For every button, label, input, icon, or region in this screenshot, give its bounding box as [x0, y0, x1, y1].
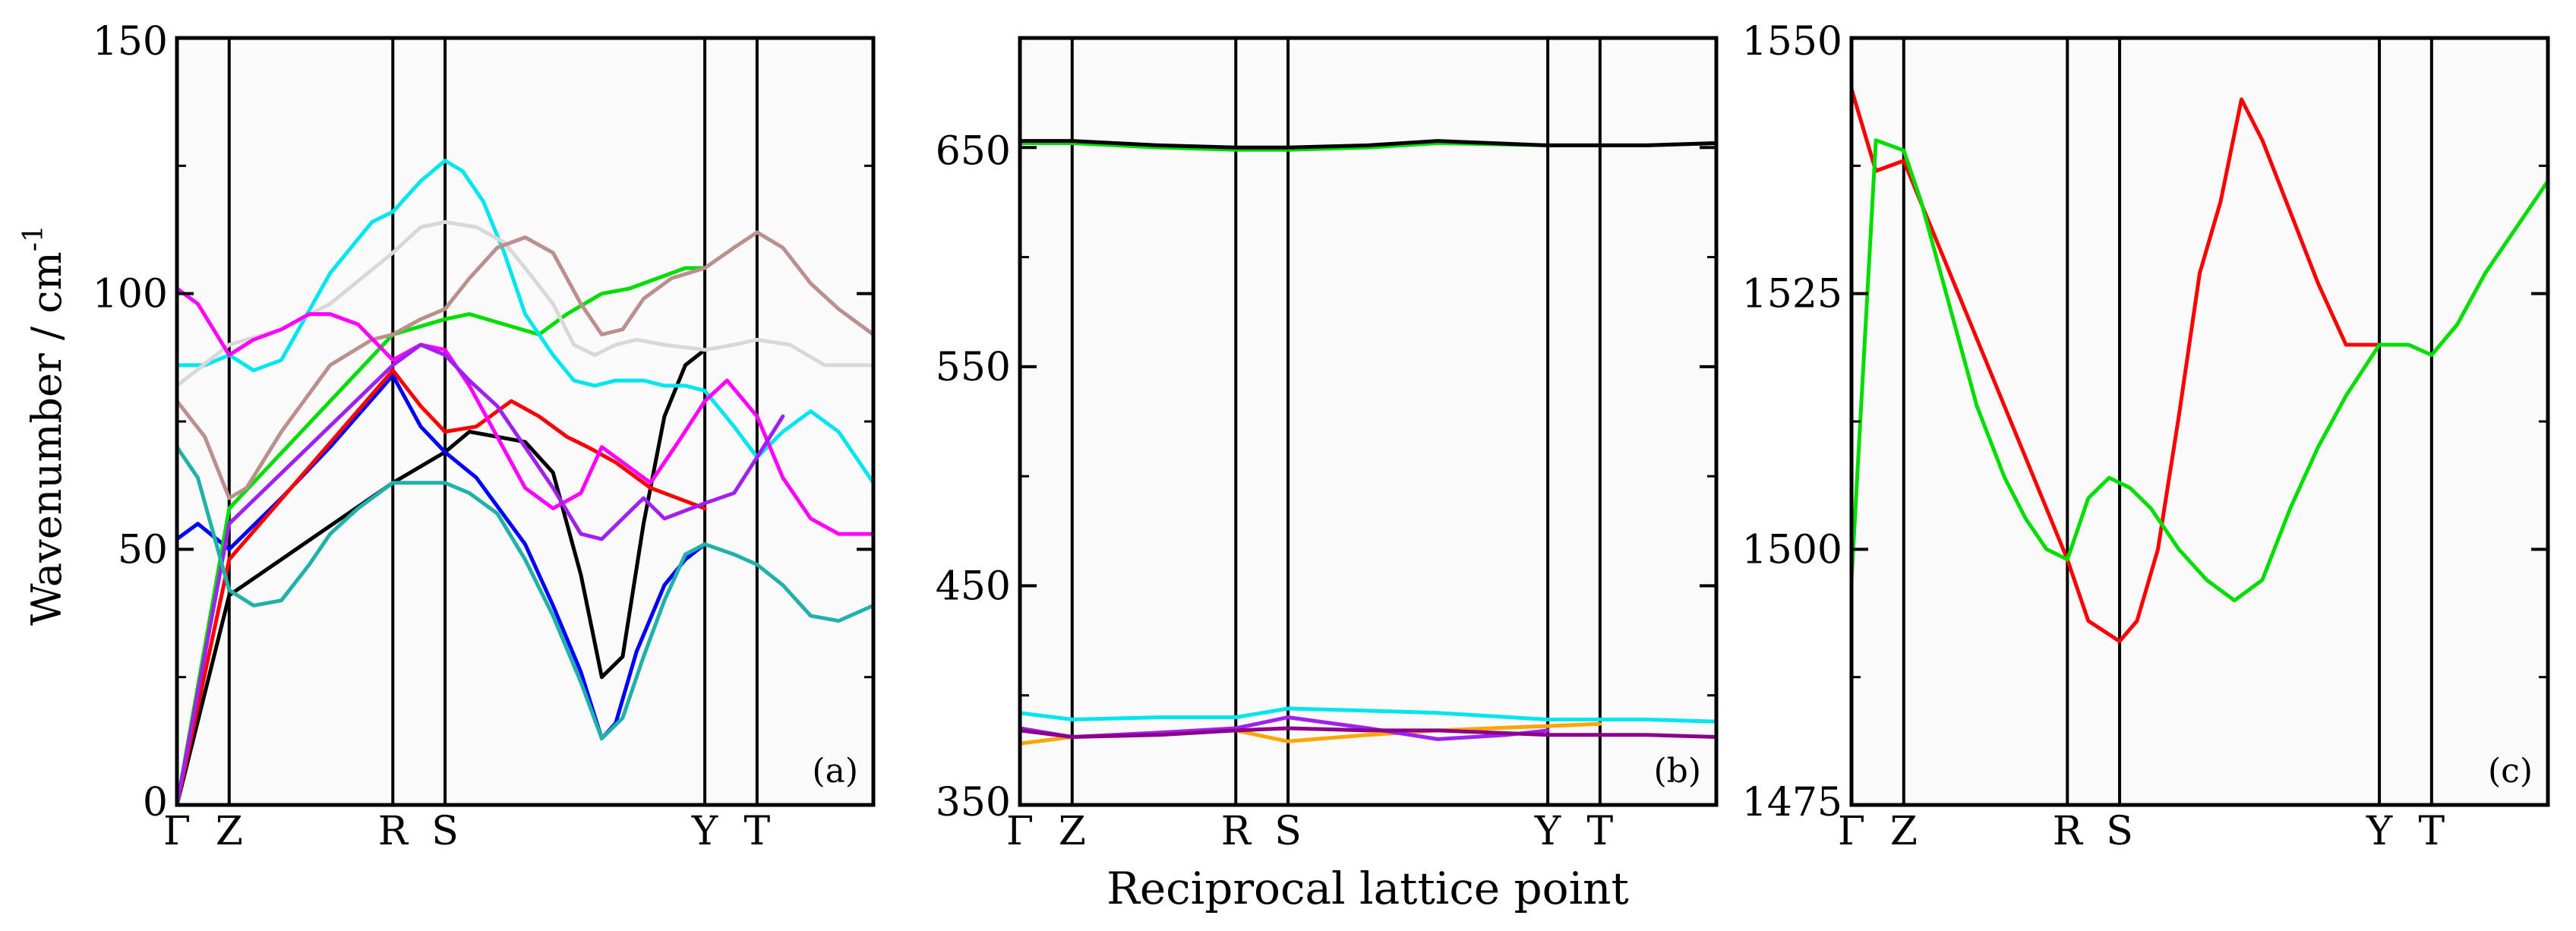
panel-b-series-cyan: [1020, 706, 1716, 724]
panel-a-label: (a): [812, 752, 858, 791]
panel-c-label: (c): [2488, 752, 2533, 791]
panel-a-y-tick-label-0: 0: [143, 780, 168, 825]
panel-a-x-tick-label-3: S: [431, 809, 459, 854]
panel-a-plot-area: [177, 38, 873, 805]
panel-c-x-tick-label-4: Y: [2366, 809, 2393, 854]
panel-b-x-tick-label-3: S: [1274, 809, 1302, 854]
panel-b-label: (b): [1654, 752, 1702, 791]
panel-b-y-tick-label-2: 550: [936, 345, 1011, 390]
y-axis-label-group: Wavenumber / cm-1: [18, 225, 71, 626]
panel-a-x-tick-label-2: R: [378, 809, 409, 854]
panel-a-x-tick-label-5: T: [744, 809, 771, 854]
panel-c-x-tick-label-3: S: [2106, 809, 2133, 854]
panel-b-x-tick-label-5: T: [1587, 809, 1614, 854]
y-axis-label: Wavenumber / cm: [23, 251, 71, 626]
panel-a-y-tick-label-1: 50: [118, 527, 168, 573]
panel-a-series-magenta: [177, 286, 873, 536]
panel-b-x-tick-label-1: Z: [1059, 809, 1086, 854]
panel-b-series-black: [1020, 139, 1716, 150]
panel-c-series-green: [1852, 138, 2548, 603]
panel-b-plot-area: [1020, 38, 1716, 805]
panel-b-y-tick-label-0: 350: [936, 780, 1011, 825]
panel-b-frame: [1018, 36, 1719, 807]
panel-c-x-tick-label-5: T: [2419, 809, 2445, 854]
panel-c-symmetry-lines: [1902, 38, 2433, 805]
panel-a-series-dark-magenta: [177, 342, 785, 805]
panel-c-y-tick-label-3: 1550: [1742, 19, 1842, 65]
panel-b-x-tick-label-0: Γ: [1006, 809, 1034, 854]
y-axis-label-superscript: -1: [18, 225, 49, 251]
panel-c-x-tick-label-2: R: [2053, 809, 2084, 854]
panel-a-x-tick-label-4: Y: [691, 809, 718, 854]
panel-c-x-tick-label-0: Γ: [1838, 809, 1865, 854]
panel-a-x-tick-label-1: Z: [216, 809, 243, 854]
panel-a-series-light-gray: [177, 219, 873, 388]
panel-a-y-tick-label-2: 100: [93, 272, 168, 317]
panel-c-series-red: [1852, 87, 2382, 643]
panel-c-y-tick-label-1: 1500: [1742, 527, 1842, 573]
panel-c-y-ticks: 1475 1500 1525 1550: [1742, 19, 2548, 825]
panel-c-series: [1852, 87, 2548, 643]
panel-b-series-dark-purple: [1020, 726, 1716, 739]
panel-a-series: [177, 159, 873, 805]
panel-a-y-tick-label-3: 150: [93, 19, 168, 65]
panel-b-y-tick-label-3: 650: [936, 128, 1011, 174]
panel-a-series-red: [177, 368, 707, 805]
panel-b-series: [1020, 139, 1716, 746]
x-axis-label: Reciprocal lattice point: [1106, 863, 1629, 914]
panel-a-y-ticks: 0 50 100 150: [93, 19, 873, 825]
panel-c-x-tick-label-1: Z: [1890, 809, 1918, 854]
panel-c-plot-area: [1852, 38, 2548, 805]
panel-a-series-teal: [177, 445, 873, 740]
panel-a-series-black: [177, 348, 707, 805]
panel-b-y-ticks: 350 450 550 650: [936, 128, 1716, 825]
panel-a-series-rosy-brown: [177, 230, 873, 500]
panel-a-x-tick-label-0: Γ: [163, 809, 191, 854]
panel-b-symmetry-lines: [1070, 38, 1602, 805]
panel-b-y-tick-label-1: 450: [936, 563, 1011, 609]
panel-c-y-tick-label-2: 1525: [1742, 272, 1842, 317]
panel-b-x-tick-label-2: R: [1221, 809, 1252, 854]
panel-b-x-tick-label-4: Y: [1534, 809, 1561, 854]
svg-text:Wavenumber / cm-1: Wavenumber / cm-1: [18, 225, 71, 626]
panel-a-symmetry-lines: [227, 38, 759, 805]
panel-c-y-tick-label-0: 1475: [1742, 780, 1842, 825]
